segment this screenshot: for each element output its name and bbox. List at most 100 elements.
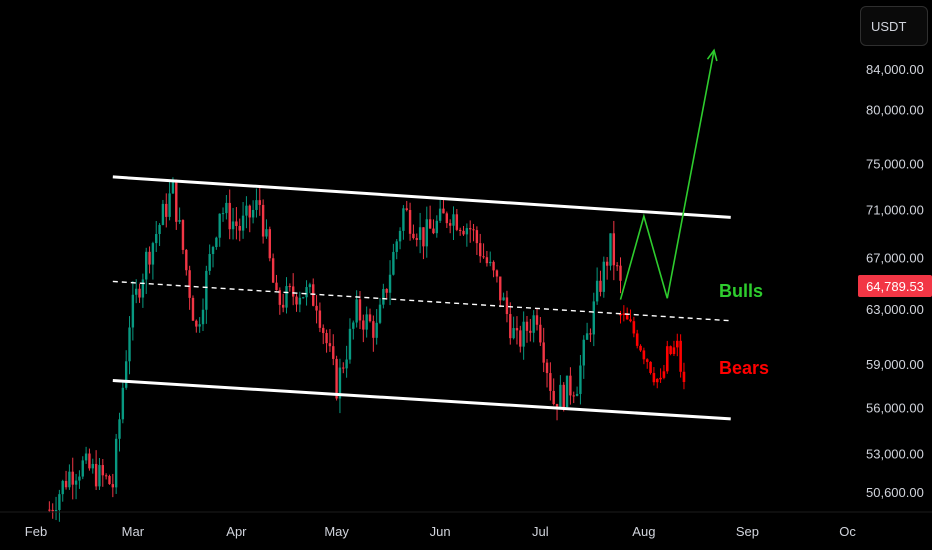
candle-body bbox=[575, 393, 579, 396]
candle-body bbox=[171, 179, 175, 194]
candle-body bbox=[315, 305, 318, 311]
candle-body bbox=[258, 200, 261, 205]
channel-middle-dashed-line bbox=[112, 280, 731, 322]
candle-body bbox=[205, 270, 208, 310]
candle-body bbox=[475, 230, 479, 244]
candle-body bbox=[88, 453, 91, 469]
candle-body bbox=[121, 387, 125, 420]
bear-projection-bar bbox=[669, 346, 672, 355]
bears-label: Bears bbox=[719, 358, 769, 378]
bear-projection-bar bbox=[629, 319, 632, 322]
channel-lower-line bbox=[112, 379, 731, 421]
candle-body bbox=[489, 261, 492, 264]
candle-body bbox=[288, 286, 292, 288]
candle-body bbox=[278, 290, 282, 305]
candle-body bbox=[455, 214, 459, 230]
candle-body bbox=[499, 276, 502, 301]
candle-body bbox=[582, 339, 585, 366]
candle-body bbox=[519, 330, 522, 347]
currency-selector-button[interactable]: USDT bbox=[860, 6, 928, 46]
candle-body bbox=[529, 330, 532, 333]
candle-body bbox=[492, 261, 495, 271]
candle-body bbox=[495, 270, 499, 277]
candle-body bbox=[418, 227, 422, 240]
bear-projection-bar bbox=[665, 346, 669, 372]
candle-body bbox=[405, 208, 408, 211]
candle-body bbox=[58, 494, 61, 510]
candle-body bbox=[365, 314, 368, 330]
candle-body bbox=[375, 322, 378, 338]
price-tick-label: 59,000.00 bbox=[866, 357, 924, 372]
candle-body bbox=[104, 475, 108, 477]
candle-body bbox=[84, 453, 88, 461]
bull-projection-path bbox=[619, 50, 715, 300]
candle-body bbox=[215, 237, 218, 248]
candle-body bbox=[138, 288, 141, 298]
time-tick-label: Jun bbox=[430, 524, 451, 539]
candle-body bbox=[201, 309, 205, 325]
candle-body bbox=[198, 324, 201, 327]
candle-body bbox=[438, 208, 442, 221]
bear-projection-bar bbox=[682, 371, 686, 382]
candle-body bbox=[81, 460, 84, 477]
price-tick-label: 56,000.00 bbox=[866, 400, 924, 415]
bear-projection-bar bbox=[622, 313, 626, 315]
candle-body bbox=[469, 228, 472, 230]
price-axis[interactable]: 84,000.00 80,000.00 75,000.00 71,000.00 67,0… bbox=[866, 62, 924, 500]
candle-body bbox=[609, 233, 612, 266]
price-tick-label: 80,000.00 bbox=[866, 103, 924, 118]
candle-body bbox=[78, 476, 81, 481]
candle-body bbox=[355, 299, 358, 323]
candle-body bbox=[348, 328, 352, 360]
candle-body bbox=[208, 254, 211, 271]
price-tick-label: 71,000.00 bbox=[866, 202, 924, 217]
last-price-tag: 64,789.53 bbox=[858, 275, 932, 297]
candle-body bbox=[532, 315, 535, 333]
candle-body bbox=[181, 220, 185, 250]
candle-body bbox=[605, 261, 609, 266]
candle-body bbox=[452, 214, 455, 226]
candle-body bbox=[295, 296, 298, 305]
candle-body bbox=[185, 249, 188, 271]
bull-arrowhead-icon bbox=[706, 48, 718, 62]
time-axis[interactable]: Feb Mar Apr May Jun Jul Aug Sep Oc bbox=[25, 524, 857, 539]
candle-body bbox=[261, 204, 265, 237]
candle-body bbox=[398, 230, 402, 242]
candle-body bbox=[188, 270, 191, 298]
bear-projection-bar bbox=[642, 350, 646, 360]
candle-body bbox=[549, 373, 552, 391]
candle-body bbox=[328, 343, 332, 347]
candle-body bbox=[175, 179, 178, 222]
candle-body bbox=[191, 297, 195, 321]
candles-layer bbox=[48, 177, 622, 522]
candle-body bbox=[509, 314, 512, 339]
candle-body bbox=[305, 287, 308, 298]
candle-body bbox=[412, 233, 415, 239]
candle-body bbox=[312, 284, 315, 306]
candle-body bbox=[251, 209, 255, 218]
bear-projection-layer bbox=[619, 305, 686, 390]
candle-body bbox=[612, 233, 616, 266]
candle-body bbox=[425, 219, 428, 247]
candle-body bbox=[432, 228, 435, 234]
candle-body bbox=[241, 215, 245, 231]
candle-body bbox=[585, 333, 589, 340]
bear-projection-bar bbox=[655, 378, 659, 383]
candle-body bbox=[135, 288, 138, 295]
time-tick-label: Oc bbox=[839, 524, 856, 539]
candle-body bbox=[322, 327, 325, 334]
candle-body bbox=[442, 208, 445, 214]
candle-body bbox=[151, 243, 155, 265]
candle-body bbox=[131, 294, 135, 328]
candle-body bbox=[302, 297, 305, 299]
candle-body bbox=[255, 200, 258, 210]
candle-body bbox=[271, 258, 275, 283]
candle-body bbox=[54, 509, 58, 512]
candle-body bbox=[342, 367, 345, 369]
candle-body bbox=[345, 359, 348, 369]
candle-body bbox=[161, 203, 165, 225]
candle-body bbox=[298, 297, 302, 305]
candle-body bbox=[332, 346, 335, 359]
price-tick-label: 63,000.00 bbox=[866, 302, 924, 317]
